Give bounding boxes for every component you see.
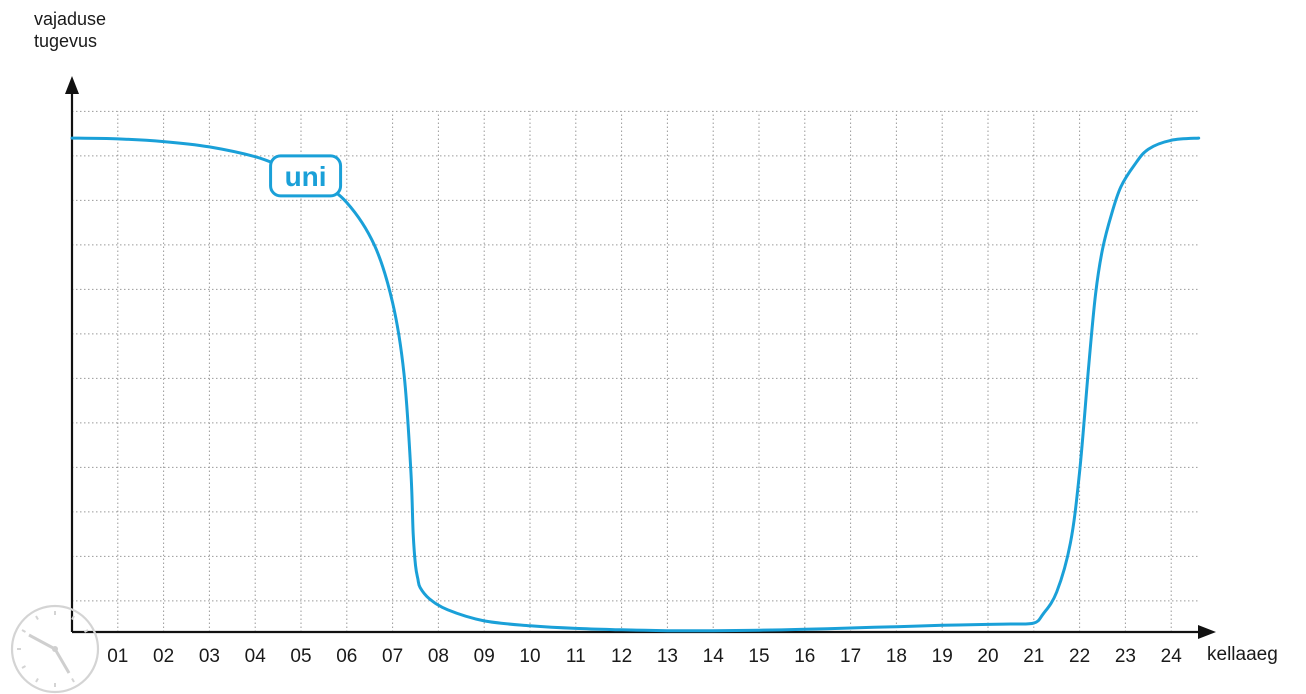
x-tick-label: 23 xyxy=(1115,646,1136,667)
x-tick-label: 16 xyxy=(794,646,815,667)
x-tick-label: 12 xyxy=(611,646,632,667)
series-layer xyxy=(70,136,1201,633)
series-line-uni xyxy=(70,136,1201,633)
x-tick-label: 13 xyxy=(657,646,678,667)
x-tick-label: 04 xyxy=(245,646,267,667)
x-tick-label: 17 xyxy=(840,646,861,667)
x-tick-label: 09 xyxy=(474,646,495,667)
x-tick-label: 03 xyxy=(199,646,220,667)
x-tick-label: 02 xyxy=(153,646,174,667)
annotation-label: uni xyxy=(285,161,327,192)
uni-annotation: uni xyxy=(269,154,343,198)
x-axis-label: kellaaeg xyxy=(1207,644,1278,665)
clock-icon xyxy=(10,604,100,694)
annotation-box xyxy=(269,154,343,198)
x-tick-label: 10 xyxy=(519,646,540,667)
y-axis-label-line-1: vajaduse xyxy=(34,9,107,29)
x-tick-label: 24 xyxy=(1161,646,1183,667)
y-axis-arrow xyxy=(65,76,79,94)
x-tick-label: 05 xyxy=(290,646,311,667)
grid xyxy=(72,110,1199,632)
y-axis-label: vajaduse tugevus xyxy=(34,8,106,52)
y-axis-label-line-2: tugevus xyxy=(34,31,98,51)
axes xyxy=(65,76,1216,639)
x-tick-label: 01 xyxy=(107,646,128,667)
x-tick-labels: 01 02 03 04 05 06 07 08 09 10 11 12 13 14 15 16 17 18 19 20… xyxy=(107,646,1182,667)
x-tick-label: 07 xyxy=(382,646,403,667)
x-tick-label: 14 xyxy=(703,646,725,667)
x-tick-label: 15 xyxy=(748,646,769,667)
x-axis-arrow xyxy=(1198,625,1216,639)
x-tick-label: 18 xyxy=(886,646,907,667)
x-tick-label: 06 xyxy=(336,646,357,667)
x-tick-label: 20 xyxy=(977,646,998,667)
x-tick-label: 08 xyxy=(428,646,449,667)
x-tick-label: 22 xyxy=(1069,646,1090,667)
x-tick-label: 21 xyxy=(1023,646,1044,667)
x-tick-label: 19 xyxy=(932,646,953,667)
x-tick-label: 11 xyxy=(566,646,586,667)
